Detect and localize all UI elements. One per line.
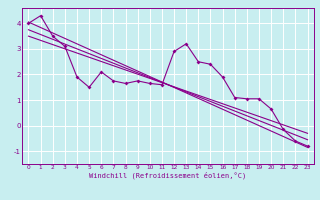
X-axis label: Windchill (Refroidissement éolien,°C): Windchill (Refroidissement éolien,°C) xyxy=(89,172,247,179)
